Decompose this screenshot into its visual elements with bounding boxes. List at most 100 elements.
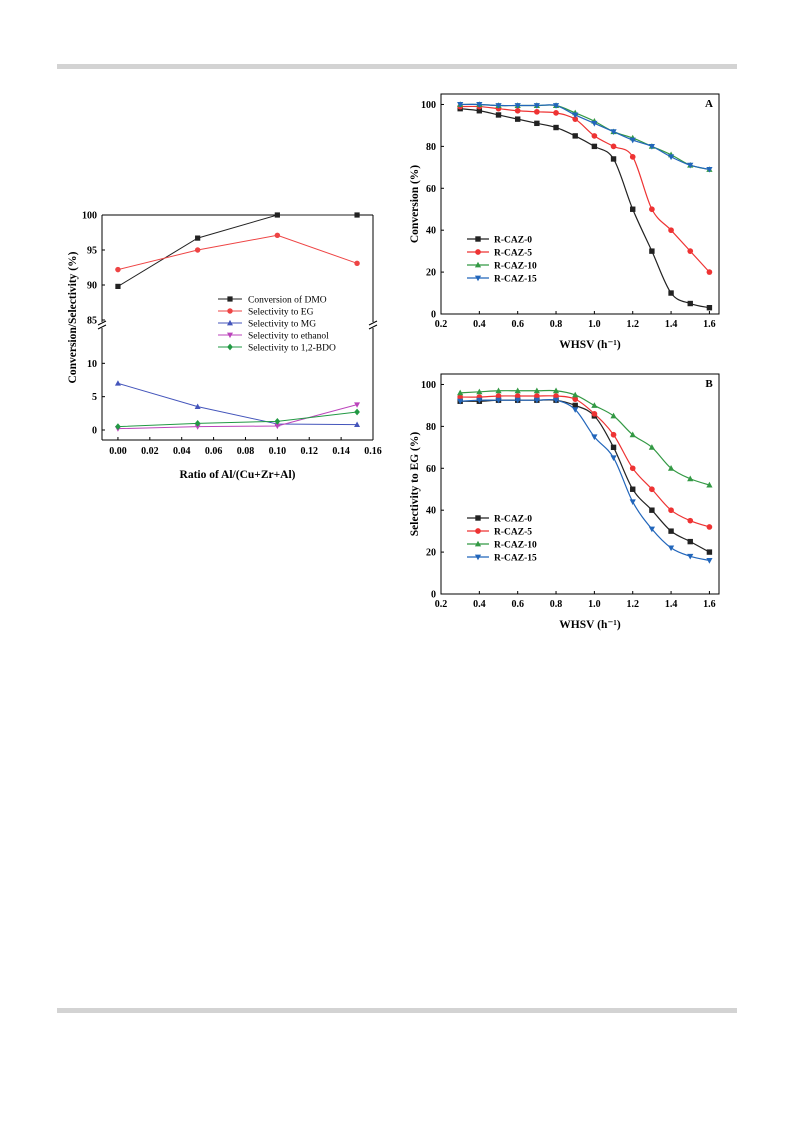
data-point (115, 423, 121, 431)
data-point (687, 475, 694, 482)
legend-marker (227, 296, 233, 302)
x-tick-label: 1.6 (703, 319, 716, 330)
y-tick-label: 60 (426, 464, 436, 475)
legend-marker (474, 554, 482, 561)
data-point (667, 465, 675, 471)
data-point (687, 517, 694, 524)
x-tick-label: 0.16 (364, 446, 382, 457)
data-point (457, 389, 464, 396)
data-point (552, 387, 560, 394)
y-axis-title: Conversion (%) (409, 165, 421, 243)
data-point (495, 387, 502, 394)
data-point (553, 110, 559, 116)
data-point (572, 112, 579, 119)
series-line (117, 411, 358, 428)
legend-marker (474, 540, 482, 547)
legend-label: R-CAZ-15 (494, 275, 537, 285)
legend-marker (227, 343, 233, 351)
x-tick-label: 0.2 (435, 319, 448, 330)
data-point (629, 431, 636, 438)
data-point (274, 212, 280, 218)
data-point (610, 156, 617, 162)
x-tick-label: 0.12 (300, 446, 318, 457)
data-point (514, 116, 521, 122)
y-tick-label: 90 (87, 281, 97, 292)
legend-marker (475, 515, 481, 521)
data-point (706, 524, 713, 530)
data-point (706, 558, 713, 564)
x-tick-label: 1.6 (703, 599, 716, 610)
x-tick-label: 0.00 (109, 446, 127, 457)
data-point (610, 444, 617, 451)
legend-label: Selectivity to ethanol (248, 332, 329, 342)
y-tick-label: 95 (87, 246, 97, 257)
y-tick-label: 0 (431, 590, 436, 601)
x-axis-title: Ratio of Al/(Cu+Zr+Al) (180, 469, 296, 481)
data-point (457, 398, 464, 405)
legend-label: R-CAZ-10 (494, 262, 537, 272)
data-point (648, 143, 656, 150)
data-point (476, 397, 483, 404)
data-point (591, 133, 598, 139)
data-point (572, 391, 579, 398)
data-point (629, 499, 636, 506)
data-point (687, 538, 693, 545)
data-point (591, 434, 598, 441)
data-point (514, 107, 521, 114)
x-axis-title: WHSV (h⁻¹) (559, 339, 621, 351)
data-point (495, 103, 502, 109)
series-line (460, 389, 710, 486)
data-point (610, 412, 617, 419)
data-point (514, 387, 521, 394)
y-tick-label: 20 (426, 268, 436, 279)
data-point (194, 403, 201, 410)
x-tick-label: 0.6 (511, 319, 524, 330)
y-tick-label: 20 (426, 548, 436, 559)
data-point (495, 393, 502, 399)
legend-marker (475, 236, 481, 242)
data-point (610, 455, 617, 462)
data-point (629, 154, 636, 160)
x-tick-label: 0.04 (173, 446, 191, 457)
axis-break-mark (368, 324, 378, 330)
x-tick-label: 0.02 (141, 446, 159, 457)
series-line (117, 214, 358, 287)
data-point (648, 444, 656, 450)
y-tick-label: 100 (82, 211, 97, 222)
legend-label: R-CAZ-0 (494, 515, 532, 525)
data-point (514, 103, 521, 109)
chart-a-svg: 0.2 0.4 0.6 0.8 1.0 1.2 1.4 1.6 0 20 40 60 80 100 A WHS… (409, 93, 720, 351)
data-point (476, 108, 483, 114)
y-tick-label: 60 (426, 184, 436, 195)
series-line (117, 404, 358, 430)
data-point (274, 423, 281, 430)
data-point (354, 212, 360, 218)
y-tick-label: 0 (92, 426, 97, 437)
x-tick-label: 1.2 (626, 319, 639, 330)
data-point (553, 393, 559, 399)
data-point (648, 526, 656, 533)
data-point (668, 507, 674, 514)
data-point (274, 232, 281, 239)
panel-label: A (705, 98, 713, 110)
y-tick-label: 5 (92, 392, 97, 403)
data-point (195, 235, 201, 241)
data-point (572, 116, 579, 122)
legend-label: R-CAZ-15 (494, 554, 537, 564)
data-point (591, 402, 598, 408)
data-point (649, 486, 655, 493)
data-point (354, 421, 361, 428)
legend-label: R-CAZ-5 (494, 249, 532, 259)
data-point (630, 486, 636, 492)
axis-break-mark (97, 320, 107, 326)
data-point (114, 380, 121, 386)
y-tick-label: 40 (426, 226, 436, 237)
x-tick-label: 1.4 (665, 599, 678, 610)
y-tick-label: 85 (87, 316, 97, 327)
x-tick-label: 0.08 (237, 446, 255, 457)
data-point (533, 387, 540, 394)
data-point (668, 227, 674, 234)
data-point (553, 124, 559, 131)
data-point (514, 397, 521, 404)
axis-break-mark (97, 324, 107, 330)
